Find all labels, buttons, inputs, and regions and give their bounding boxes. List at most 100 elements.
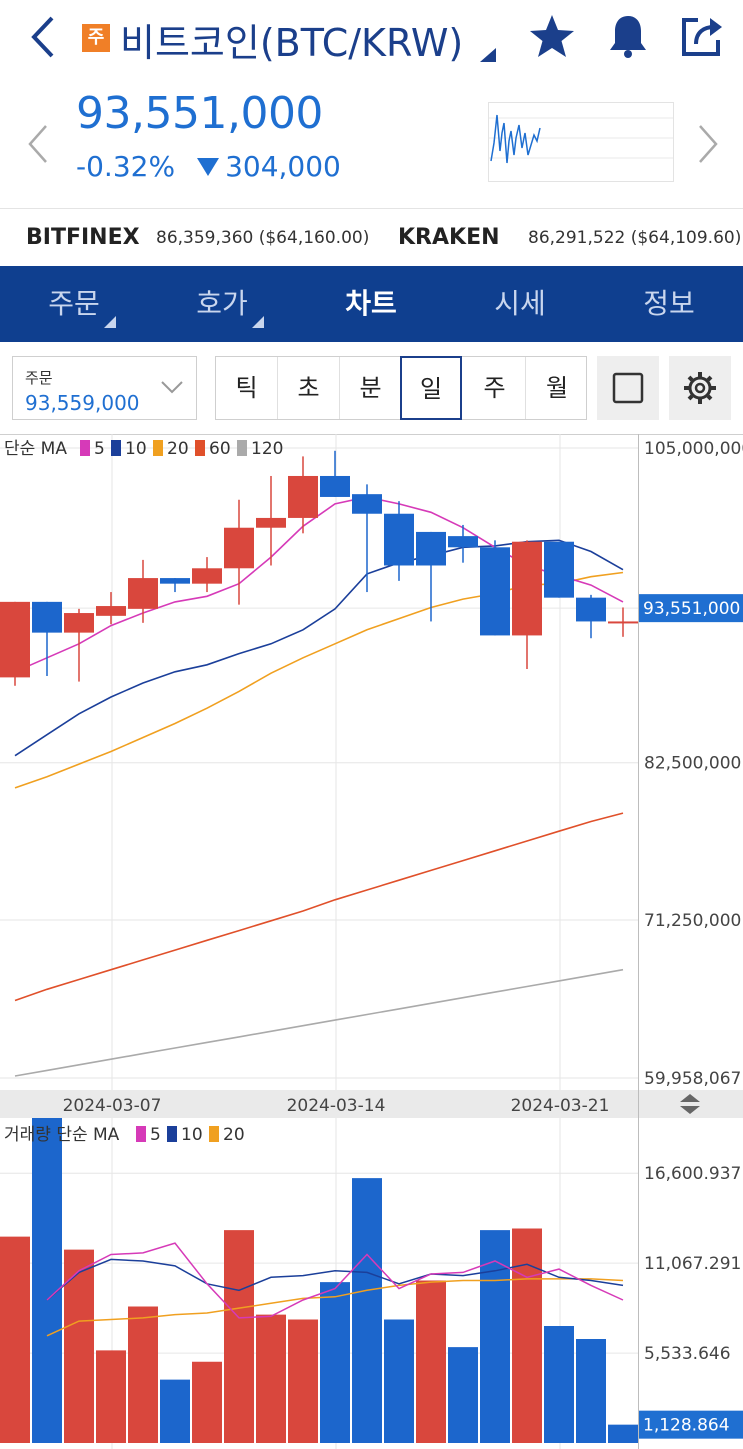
volume-bar (224, 1230, 254, 1443)
sparkline[interactable] (488, 102, 674, 182)
volume-bar (256, 1314, 286, 1443)
exchange-name: KRAKEN (398, 225, 500, 250)
candle-body (416, 531, 446, 566)
current-price: 93,551,000 (76, 88, 323, 139)
legend-label: 5 (150, 1125, 161, 1145)
tab-info[interactable]: 정보 (643, 287, 695, 320)
market-badge: 주 (82, 24, 110, 52)
tab-order[interactable]: 주문 (0, 266, 148, 342)
legend-swatch (167, 1126, 177, 1142)
corner-indicator-icon (252, 316, 264, 328)
tab-chart[interactable]: 차트 (345, 287, 397, 320)
volume-axis-label: 16,600.937 (644, 1164, 741, 1184)
legend-swatch (136, 1126, 146, 1142)
legend-label: 20 (223, 1125, 245, 1145)
panel-resize-icon (680, 1094, 700, 1114)
candle-body (32, 601, 62, 633)
chevron-right-icon (699, 125, 718, 163)
period-second-button[interactable]: 초 (278, 357, 340, 419)
chart-settings-button[interactable] (669, 356, 731, 420)
alarm-button[interactable] (604, 12, 652, 60)
corner-indicator-icon (104, 316, 116, 328)
period-month-button[interactable]: 월 (545, 374, 569, 402)
legend-swatch (80, 440, 90, 456)
candle-body (224, 527, 254, 569)
volume-bar (192, 1361, 222, 1443)
tab-quotes[interactable]: 시세 (494, 287, 546, 320)
legend-swatch (111, 440, 121, 456)
volume-axis-label: 11,067.291 (644, 1254, 741, 1274)
order-value: 93,559,000 (25, 391, 140, 415)
period-week-button[interactable]: 주 (464, 357, 526, 419)
chart-type-button[interactable] (597, 356, 659, 420)
chevron-down-icon (161, 381, 183, 394)
price-summary: 93,551,000 -0.32% 304,000 (0, 78, 743, 208)
legend-label: 120 (251, 439, 283, 459)
current-price-tag (639, 594, 743, 623)
chevron-left-icon (28, 125, 47, 163)
legend-label: 60 (209, 439, 231, 459)
order-price-select[interactable]: 주문 93,559,000 (12, 356, 197, 420)
prev-coin-button[interactable] (26, 122, 50, 166)
volume-bar (128, 1306, 158, 1443)
legend-label: 10 (181, 1125, 203, 1145)
volume-bar (352, 1178, 382, 1443)
legend-title: 단순 MA (4, 439, 67, 459)
legend-swatch (195, 440, 205, 456)
volume-bar (608, 1424, 638, 1443)
current-price-label: 93,551,000 (643, 599, 740, 619)
header-bar: 주 비트코인(BTC/KRW) (0, 0, 743, 78)
chart-toolbar: 주문 93,559,000 틱 초 분 일 주 월 (0, 342, 743, 434)
volume-ma20-line (46, 1278, 624, 1337)
date-axis-label: 2024-03-07 (63, 1096, 162, 1116)
candle-body (96, 606, 126, 616)
price-legend: 단순 MA 5 10 20 60 120 (4, 439, 283, 459)
date-axis-label: 2024-03-14 (287, 1096, 386, 1116)
volume-bar (160, 1379, 190, 1443)
volume-bar (544, 1326, 574, 1443)
candle-body (608, 621, 638, 624)
price-change: -0.32% 304,000 (76, 150, 341, 183)
current-volume-tag (639, 1410, 743, 1439)
candle-body (480, 547, 510, 636)
price-axis-label: 71,250,000 (644, 911, 741, 931)
coin-title[interactable]: 비트코인(BTC/KRW) (120, 21, 464, 65)
legend-label: 5 (94, 439, 105, 459)
gear-icon (684, 372, 716, 404)
share-button[interactable] (678, 12, 726, 60)
volume-bar (320, 1282, 350, 1443)
legend-swatch (237, 440, 247, 456)
candle-body (576, 597, 606, 622)
period-tick-button[interactable]: 틱 (216, 357, 278, 419)
change-percent: -0.32% (76, 150, 176, 183)
period-minute-button[interactable]: 분 (340, 357, 402, 419)
next-coin-button[interactable] (696, 122, 720, 166)
candle-body (448, 536, 478, 548)
exchange-prices: BITFINEX 86,359,360 ($64,160.00) KRAKEN … (0, 208, 743, 266)
volume-bar (288, 1319, 318, 1443)
candle-body (512, 541, 542, 636)
volume-legend: 거래량 단순 MA 5 10 20 (4, 1125, 245, 1145)
period-day-button[interactable]: 일 (400, 356, 462, 420)
square-icon (612, 372, 644, 404)
current-volume-label: 1,128.864 (643, 1416, 730, 1436)
legend-title: 거래량 단순 MA (4, 1125, 120, 1145)
candle-body (384, 513, 414, 566)
favorite-button[interactable] (528, 12, 576, 60)
tab-orderbook[interactable]: 호가 (148, 266, 296, 342)
volume-bar (512, 1228, 542, 1443)
bell-icon (610, 16, 646, 58)
exchange-value: 86,359,360 ($64,160.00) (156, 228, 370, 248)
candlestick-volume-chart[interactable]: 105,000,000 82,500,000 71,250,000 59,958,06… (0, 434, 743, 1449)
volume-bar (576, 1339, 606, 1443)
volume-bar (32, 1118, 62, 1443)
volume-bar (448, 1347, 478, 1443)
legend-swatch (209, 1126, 219, 1142)
title-dropdown-caret-icon[interactable] (480, 48, 496, 62)
chart-area[interactable]: 105,000,000 82,500,000 71,250,000 59,958,06… (0, 434, 743, 1449)
back-button[interactable] (24, 12, 64, 62)
price-axis-label: 59,958,067 (644, 1069, 741, 1089)
volume-bar (64, 1249, 94, 1443)
change-amount: 304,000 (225, 150, 341, 183)
volume-bar (384, 1319, 414, 1443)
